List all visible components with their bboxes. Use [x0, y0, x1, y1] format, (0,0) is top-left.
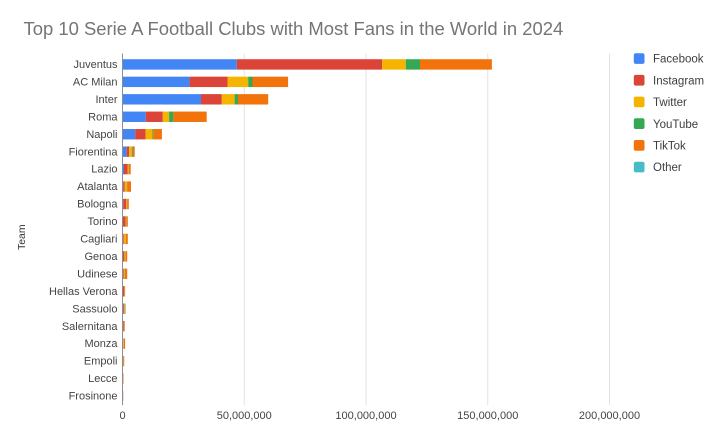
- svg-text:Instagram: Instagram: [653, 75, 704, 87]
- svg-text:Bologna: Bologna: [77, 199, 118, 211]
- svg-text:150,000,000: 150,000,000: [457, 410, 518, 422]
- svg-text:Salernitana: Salernitana: [62, 321, 119, 333]
- svg-text:50,000,000: 50,000,000: [217, 410, 272, 422]
- svg-text:Frosinone: Frosinone: [69, 391, 118, 403]
- svg-text:Juventus: Juventus: [73, 59, 118, 71]
- svg-text:Empoli: Empoli: [84, 356, 118, 368]
- svg-text:Udinese: Udinese: [77, 268, 117, 280]
- svg-text:Twitter: Twitter: [653, 97, 687, 109]
- svg-text:TikTok: TikTok: [653, 141, 686, 153]
- svg-text:Inter: Inter: [95, 94, 117, 106]
- svg-text:Lecce: Lecce: [88, 373, 117, 385]
- svg-text:Hellas Verona: Hellas Verona: [49, 286, 118, 298]
- svg-text:Cagliari: Cagliari: [80, 234, 117, 246]
- svg-text:Atalanta: Atalanta: [77, 181, 118, 193]
- svg-text:0: 0: [119, 410, 125, 422]
- svg-text:Napoli: Napoli: [86, 129, 117, 141]
- svg-text:Torino: Torino: [88, 216, 118, 228]
- svg-text:200,000,000: 200,000,000: [579, 410, 640, 422]
- svg-text:YouTube: YouTube: [653, 119, 698, 131]
- svg-text:Top 10 Serie A Football Clubs: Top 10 Serie A Football Clubs with Most …: [24, 18, 564, 39]
- svg-text:Other: Other: [653, 162, 682, 174]
- svg-text:Roma: Roma: [88, 111, 118, 123]
- svg-text:Sassuolo: Sassuolo: [72, 303, 117, 315]
- svg-text:Fiorentina: Fiorentina: [69, 146, 119, 158]
- svg-text:Facebook: Facebook: [653, 54, 704, 66]
- svg-text:Lazio: Lazio: [91, 164, 117, 176]
- svg-text:Team: Team: [16, 224, 28, 250]
- svg-text:Genoa: Genoa: [84, 251, 118, 263]
- svg-text:100,000,000: 100,000,000: [335, 410, 396, 422]
- svg-text:AC Milan: AC Milan: [73, 76, 118, 88]
- svg-text:Monza: Monza: [84, 338, 118, 350]
